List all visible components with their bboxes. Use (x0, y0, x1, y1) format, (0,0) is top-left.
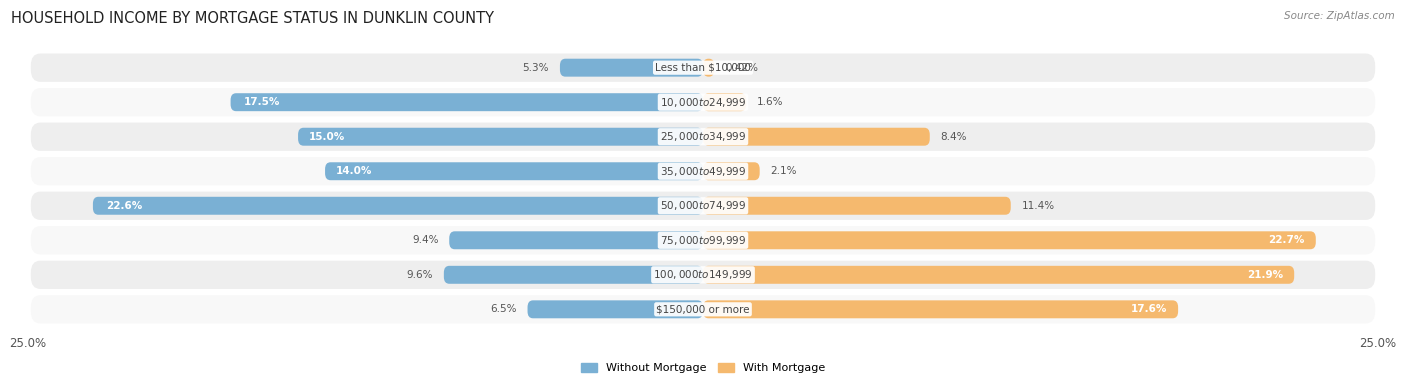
FancyBboxPatch shape (703, 162, 759, 180)
Text: 22.6%: 22.6% (107, 201, 142, 211)
Text: 11.4%: 11.4% (1022, 201, 1054, 211)
FancyBboxPatch shape (325, 162, 703, 180)
Text: 9.6%: 9.6% (406, 270, 433, 280)
Text: $75,000 to $99,999: $75,000 to $99,999 (659, 234, 747, 247)
Text: 6.5%: 6.5% (491, 304, 517, 314)
Text: 2.1%: 2.1% (770, 166, 797, 176)
FancyBboxPatch shape (298, 128, 703, 146)
Text: $35,000 to $49,999: $35,000 to $49,999 (659, 165, 747, 178)
Text: 17.6%: 17.6% (1130, 304, 1167, 314)
FancyBboxPatch shape (231, 93, 703, 111)
Text: 9.4%: 9.4% (412, 235, 439, 245)
FancyBboxPatch shape (527, 300, 703, 318)
Text: 8.4%: 8.4% (941, 132, 967, 142)
FancyBboxPatch shape (31, 226, 1375, 254)
FancyBboxPatch shape (703, 59, 714, 77)
FancyBboxPatch shape (560, 59, 703, 77)
Text: 5.3%: 5.3% (523, 63, 550, 73)
Legend: Without Mortgage, With Mortgage: Without Mortgage, With Mortgage (576, 359, 830, 377)
Text: 1.6%: 1.6% (756, 97, 783, 107)
FancyBboxPatch shape (703, 197, 1011, 215)
FancyBboxPatch shape (31, 157, 1375, 185)
Text: 0.42%: 0.42% (725, 63, 758, 73)
Text: Less than $10,000: Less than $10,000 (655, 63, 751, 73)
FancyBboxPatch shape (703, 266, 1294, 284)
Text: 22.7%: 22.7% (1268, 235, 1305, 245)
Text: $50,000 to $74,999: $50,000 to $74,999 (659, 199, 747, 212)
Text: $150,000 or more: $150,000 or more (657, 304, 749, 314)
Text: $25,000 to $34,999: $25,000 to $34,999 (659, 130, 747, 143)
Text: 15.0%: 15.0% (309, 132, 344, 142)
Text: 14.0%: 14.0% (336, 166, 373, 176)
Text: 21.9%: 21.9% (1247, 270, 1284, 280)
FancyBboxPatch shape (31, 88, 1375, 116)
FancyBboxPatch shape (444, 266, 703, 284)
FancyBboxPatch shape (31, 192, 1375, 220)
Text: HOUSEHOLD INCOME BY MORTGAGE STATUS IN DUNKLIN COUNTY: HOUSEHOLD INCOME BY MORTGAGE STATUS IN D… (11, 11, 495, 26)
FancyBboxPatch shape (31, 54, 1375, 82)
FancyBboxPatch shape (703, 128, 929, 146)
FancyBboxPatch shape (703, 231, 1316, 249)
Text: 17.5%: 17.5% (245, 97, 280, 107)
FancyBboxPatch shape (450, 231, 703, 249)
FancyBboxPatch shape (703, 300, 1178, 318)
Text: $100,000 to $149,999: $100,000 to $149,999 (654, 268, 752, 281)
FancyBboxPatch shape (703, 93, 747, 111)
FancyBboxPatch shape (31, 123, 1375, 151)
FancyBboxPatch shape (31, 295, 1375, 323)
Text: $10,000 to $24,999: $10,000 to $24,999 (659, 96, 747, 109)
FancyBboxPatch shape (31, 261, 1375, 289)
FancyBboxPatch shape (93, 197, 703, 215)
Text: Source: ZipAtlas.com: Source: ZipAtlas.com (1284, 11, 1395, 21)
